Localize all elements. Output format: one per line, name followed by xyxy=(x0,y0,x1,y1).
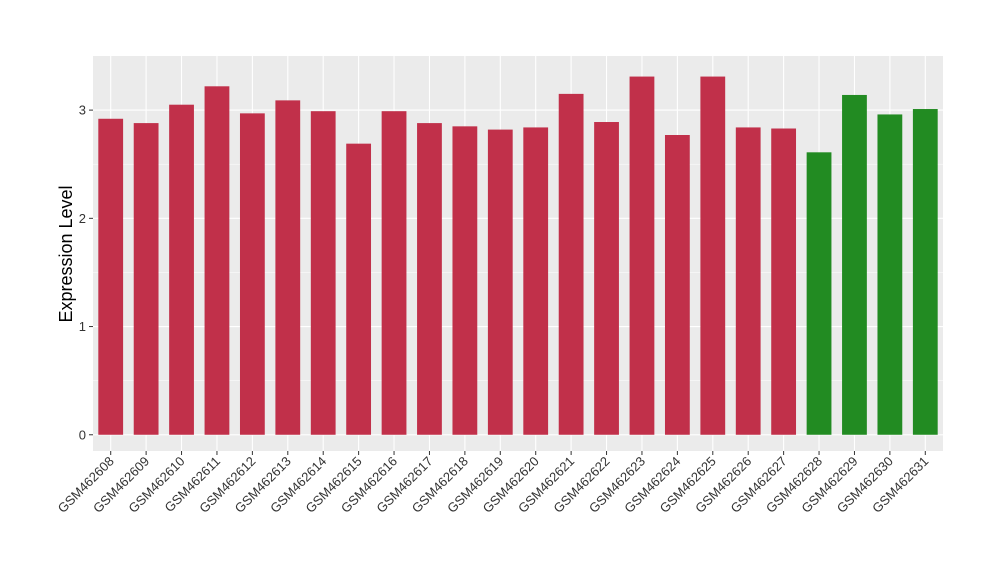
bar-GSM462630 xyxy=(877,114,903,435)
bar-GSM462617 xyxy=(417,123,442,435)
bar-GSM462625 xyxy=(700,76,726,435)
bar-GSM462614 xyxy=(310,111,336,435)
bar-GSM462624 xyxy=(664,135,690,435)
bar-GSM462608 xyxy=(98,118,124,435)
bar-GSM462623 xyxy=(629,76,655,435)
y-tick-label: 3 xyxy=(79,103,86,118)
bar-GSM462626 xyxy=(735,127,761,435)
y-tick-label: 1 xyxy=(79,319,86,334)
bars xyxy=(98,76,938,435)
bar-GSM462609 xyxy=(133,123,159,435)
bar-GSM462616 xyxy=(381,111,407,435)
bar-GSM462620 xyxy=(523,127,549,435)
y-tick-label: 0 xyxy=(79,427,86,442)
bar-GSM462631 xyxy=(912,109,938,435)
bar-GSM462615 xyxy=(346,143,372,435)
y-axis-title: Expression Level xyxy=(56,185,76,322)
bar-GSM462613 xyxy=(275,100,301,435)
bar-GSM462611 xyxy=(204,86,230,435)
bar-GSM462622 xyxy=(594,122,619,435)
bar-GSM462621 xyxy=(558,93,584,435)
bar-GSM462627 xyxy=(771,128,797,435)
x-axis: GSM462608GSM462609GSM462610GSM462611GSM4… xyxy=(55,451,931,516)
bar-GSM462618 xyxy=(452,126,478,435)
y-axis: 0 1 2 3 xyxy=(79,103,93,442)
bar-GSM462610 xyxy=(169,104,194,435)
bar-GSM462619 xyxy=(487,129,513,435)
y-tick-label: 2 xyxy=(79,211,86,226)
bar-GSM462612 xyxy=(239,113,265,435)
bar-GSM462628 xyxy=(806,152,832,435)
plot-panel xyxy=(93,56,943,451)
bar-GSM462629 xyxy=(842,94,867,435)
